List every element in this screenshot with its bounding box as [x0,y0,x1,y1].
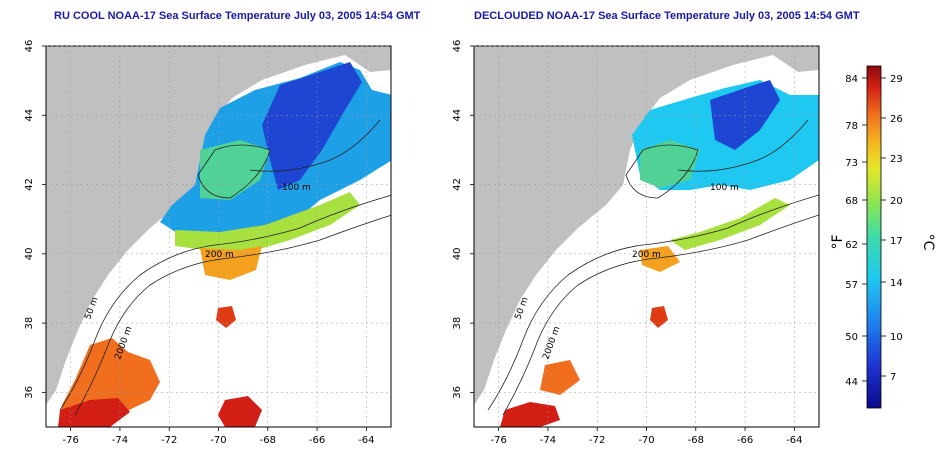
colorbar-f-tick-label: 50 [845,332,858,343]
x-tick-label: -66 [737,435,753,446]
colorbar-gradient [866,65,882,409]
warm-shelf-edge [175,192,360,252]
left-x-axis: -76 -74 -72 -70 -68 -66 -64 [62,46,375,446]
x-tick-label: -72 [161,435,177,446]
colorbar-f-tick-label: 68 [845,196,858,207]
right-y-axis: 36 38 40 42 44 46 [452,40,819,399]
x-tick-label: -72 [589,435,605,446]
y-tick-label: 36 [452,386,463,399]
warm-patch-south [540,360,580,395]
y-tick-label: 38 [24,317,35,330]
right-contour-label-200m: 200 m [632,250,661,260]
y-tick-label: 42 [24,178,35,191]
y-tick-label: 36 [24,386,35,399]
colorbar-c-tick-label: 26 [890,114,903,125]
y-tick-label: 44 [452,109,463,122]
colorbar-c-tick-label: 17 [890,236,903,247]
x-tick-label: -64 [358,435,374,446]
x-tick-label: -70 [210,435,226,446]
shelf-green-region [200,140,270,200]
x-tick-label: -74 [112,435,128,446]
y-tick-label: 40 [24,247,35,260]
left-map-title: RU COOL NOAA-17 Sea Surface Temperature … [54,10,421,22]
x-tick-label: -74 [540,435,556,446]
right-map-title: DECLOUDED NOAA-17 Sea Surface Temperatur… [474,10,860,22]
colorbar-f-tick-label: 57 [845,280,858,291]
slope-water-orange [200,246,262,280]
x-tick-label: -64 [786,435,802,446]
colorbar-f-tick-label: 62 [845,240,858,251]
y-tick-label: 42 [452,178,463,191]
land-mass [46,46,391,405]
colorbar-c-tick-label: 7 [890,372,896,383]
cold-core-region [710,80,780,150]
colorbar-celsius-label: °C [920,234,936,251]
colorbar-c-tick-label: 23 [890,154,903,165]
warm-patch-offshore [218,396,262,427]
x-tick-label: -76 [62,435,78,446]
warm-patch-core [500,402,560,427]
warm-patch-mid [650,306,668,328]
right-contour-label-100m: 100 m [710,183,739,193]
warm-patch-mid [216,306,236,328]
left-contour-label-200m: 200 m [205,250,234,260]
warm-patch-core [58,398,130,427]
colorbar-f-tick-label: 73 [845,158,858,169]
y-tick-label: 46 [452,40,463,53]
shelf-green-region [640,140,700,188]
x-tick-label: -70 [638,435,654,446]
isobath-lines [59,119,391,416]
slope-water-orange [640,246,680,272]
left-y-axis: 36 38 40 42 44 46 [24,40,391,399]
right-x-axis: -76 -74 -72 -70 -68 -66 -64 [490,46,803,446]
colorbar-f-tick-label: 44 [845,377,858,388]
colorbar-c-tick-label: 10 [890,332,903,343]
colorbar-f-tick-label: 84 [845,74,858,85]
colorbar: 84 78 73 68 62 57 50 44 29 26 23 20 17 14 10 7 °F °C [830,65,936,409]
colorbar-c-tick-label: 29 [890,74,903,85]
y-tick-label: 44 [24,109,35,122]
cold-core-region [262,62,362,190]
x-tick-label: -66 [309,435,325,446]
x-tick-label: -76 [490,435,506,446]
warm-shelf-edge [670,198,790,250]
y-tick-label: 38 [452,317,463,330]
y-tick-label: 46 [24,40,35,53]
colorbar-c-tick-label: 20 [890,196,903,207]
x-tick-label: -68 [260,435,276,446]
colorbar-fahrenheit-label: °F [830,234,846,249]
left-contour-label-100m: 100 m [282,183,311,193]
land-mass [474,46,819,405]
y-tick-label: 40 [452,247,463,260]
x-tick-label: -68 [688,435,704,446]
colorbar-c-tick-label: 14 [890,278,903,289]
colorbar-f-tick-label: 78 [845,121,858,132]
isobath-lines [487,119,819,416]
right-contour-label-2000m: 2000 m [541,325,562,361]
